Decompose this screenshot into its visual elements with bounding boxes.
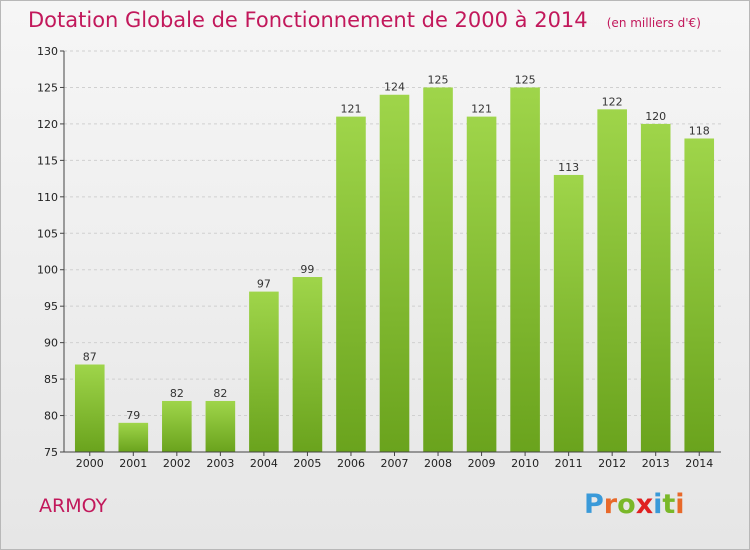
x-tick-label: 2009 bbox=[468, 457, 496, 470]
x-tick-label: 2008 bbox=[424, 457, 452, 470]
title-row: Dotation Globale de Fonctionnement de 20… bbox=[28, 8, 701, 32]
logo-letter: o bbox=[617, 489, 636, 520]
x-tick-label: 2000 bbox=[76, 457, 104, 470]
x-tick-label: 2003 bbox=[206, 457, 234, 470]
y-tick-label: 130 bbox=[37, 45, 58, 58]
data-label: 122 bbox=[602, 95, 623, 108]
bar bbox=[466, 116, 497, 453]
y-tick-label: 95 bbox=[44, 300, 58, 313]
y-tick-label: 125 bbox=[37, 81, 58, 94]
x-tick-label: 2004 bbox=[250, 457, 278, 470]
data-label: 113 bbox=[558, 161, 579, 174]
logo-letter: P bbox=[584, 489, 604, 520]
y-tick-label: 90 bbox=[44, 337, 58, 350]
bar bbox=[292, 277, 323, 452]
bar bbox=[249, 291, 279, 452]
y-tick-label: 100 bbox=[37, 264, 58, 277]
x-tick-label: 2006 bbox=[337, 457, 365, 470]
y-tick-label: 85 bbox=[44, 373, 58, 386]
data-label: 79 bbox=[126, 409, 140, 422]
bar bbox=[162, 400, 192, 452]
y-tick-label: 80 bbox=[44, 410, 58, 423]
bar bbox=[205, 400, 236, 452]
x-tick-label: 2014 bbox=[685, 457, 713, 470]
x-tick-label: 2001 bbox=[119, 457, 147, 470]
data-label: 124 bbox=[384, 81, 405, 94]
data-label: 99 bbox=[300, 263, 314, 276]
y-tick-label: 105 bbox=[37, 227, 58, 240]
logo-letter: i bbox=[675, 489, 685, 520]
y-tick-label: 115 bbox=[37, 154, 58, 167]
x-tick-label: 2012 bbox=[598, 457, 626, 470]
data-label: 125 bbox=[428, 73, 449, 86]
bar bbox=[640, 123, 671, 452]
x-tick-label: 2007 bbox=[381, 457, 409, 470]
data-label: 125 bbox=[515, 73, 536, 86]
bar bbox=[684, 138, 715, 452]
logo-letter: t bbox=[662, 489, 676, 520]
bars-layer: 87 79 82 82 97 99 121 124 125 121 125 113 122 120 118 bbox=[74, 73, 715, 453]
proxiti-logo[interactable]: Proxiti bbox=[584, 489, 685, 520]
x-tick-label: 2011 bbox=[555, 457, 583, 470]
chart-subtitle: (en milliers d'€) bbox=[606, 16, 701, 30]
x-tick-label: 2002 bbox=[163, 457, 191, 470]
chart-title: Dotation Globale de Fonctionnement de 20… bbox=[28, 8, 588, 32]
bar bbox=[118, 422, 149, 452]
data-label: 120 bbox=[645, 110, 666, 123]
y-tick-label: 120 bbox=[37, 118, 58, 131]
data-label: 82 bbox=[170, 387, 184, 400]
data-label: 97 bbox=[257, 278, 271, 291]
logo-letter: r bbox=[603, 489, 618, 520]
axis-layer: 75 80 85 90 95 100 105 110 115 120 125 130 2000 2001 2… bbox=[37, 45, 721, 470]
bar bbox=[423, 87, 453, 453]
bar bbox=[597, 109, 627, 452]
bar bbox=[336, 116, 366, 453]
data-label: 87 bbox=[83, 351, 97, 364]
data-label: 121 bbox=[471, 103, 492, 116]
x-tick-label: 2005 bbox=[293, 457, 321, 470]
place-name: ARMOY bbox=[39, 495, 108, 517]
logo-letter: x bbox=[635, 489, 654, 520]
x-tick-label: 2013 bbox=[642, 457, 670, 470]
bar bbox=[74, 364, 105, 452]
x-tick-label: 2010 bbox=[511, 457, 539, 470]
bar bbox=[553, 174, 584, 453]
data-label: 118 bbox=[689, 124, 710, 137]
data-label: 121 bbox=[340, 103, 361, 116]
bar bbox=[379, 94, 410, 452]
bar bbox=[510, 87, 540, 453]
data-label: 82 bbox=[213, 387, 227, 400]
logo-letter: i bbox=[653, 489, 663, 520]
y-tick-label: 75 bbox=[44, 446, 58, 459]
y-tick-label: 110 bbox=[37, 191, 58, 204]
